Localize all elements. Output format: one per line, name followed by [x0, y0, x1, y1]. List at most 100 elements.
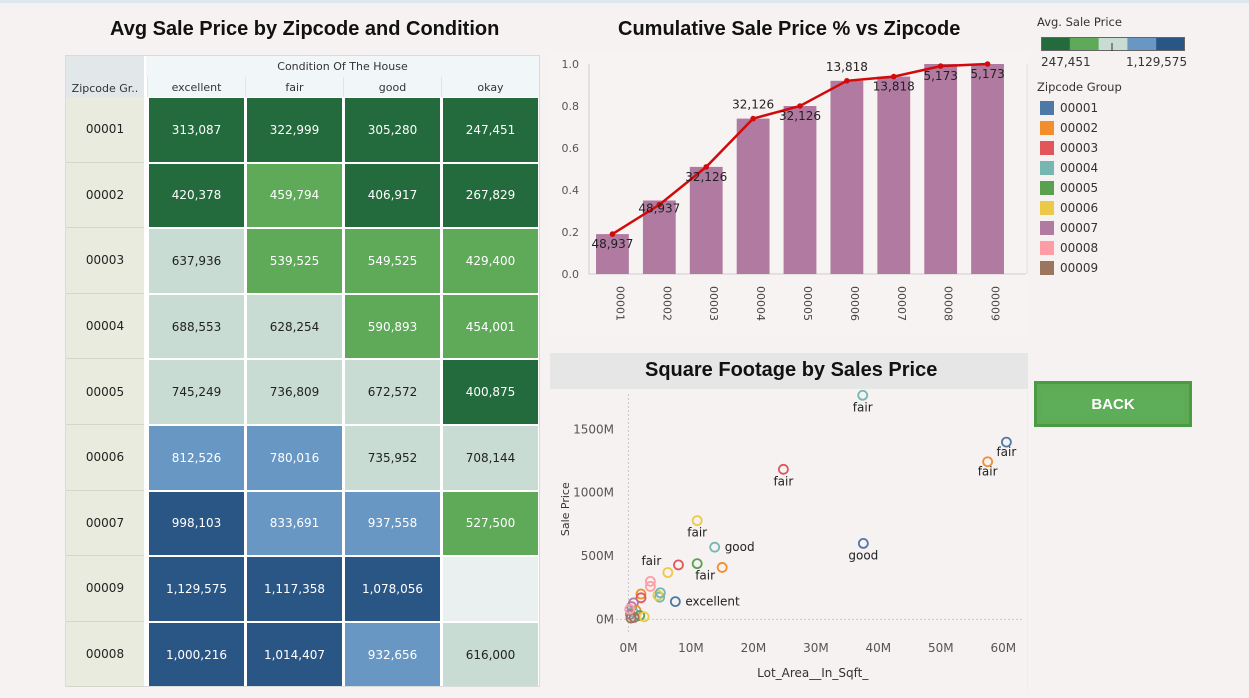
- scatter-point-label: excellent: [685, 595, 740, 609]
- cumulative-data-label: 13,818: [873, 80, 915, 94]
- cumulative-bar: [877, 76, 911, 274]
- scatter-title: Square Footage by Sales Price: [645, 359, 938, 381]
- scatter-point: [635, 592, 647, 604]
- zipcode-header: Zipcode Gr..: [66, 56, 144, 97]
- zip-legend-item[interactable]: 00006: [1040, 200, 1098, 216]
- cumulative-chart-svg: 0.0 0.2 0.4 0.6 0.8 1.0 00001 00002 00003 00004 00…: [562, 58, 1028, 321]
- scatter-point: [709, 541, 721, 553]
- legend-color-step: [1041, 37, 1071, 51]
- scatter-title-bar: [550, 353, 1028, 389]
- zip-legend-swatch: [1040, 221, 1054, 235]
- heatmap-cell: 322,999: [247, 98, 342, 162]
- scatter-point: [691, 515, 703, 526]
- back-button[interactable]: BACK: [1034, 381, 1192, 427]
- zip-legend-item[interactable]: 00005: [1040, 180, 1098, 196]
- cumulative-bar: [924, 64, 958, 274]
- scatter-point: [654, 587, 666, 599]
- heatmap-cell: 267,829: [443, 163, 538, 228]
- zip-legend-item[interactable]: 00007: [1040, 220, 1098, 236]
- zipcode-row-label: 00002: [66, 162, 144, 229]
- heatmap-cell: 628,254: [247, 294, 342, 359]
- zip-legend-label: 00006: [1060, 201, 1099, 215]
- scatter-point: [857, 537, 869, 549]
- scatter-point: [644, 581, 656, 592]
- zip-legend-label: 00007: [1060, 221, 1099, 235]
- scatter-point-label: fair: [773, 474, 793, 488]
- y-tick-label: 1500M: [573, 422, 614, 436]
- x-tick-label: 00009: [989, 286, 1002, 321]
- x-tick-label: 10M: [678, 641, 704, 655]
- heatmap-cell: 688,553: [149, 294, 244, 359]
- x-tick-label: 00005: [801, 286, 814, 321]
- zip-legend-item[interactable]: 00009: [1040, 260, 1098, 276]
- heatmap-cell: 313,087: [149, 98, 244, 162]
- zip-legend-label: 00001: [1060, 101, 1099, 115]
- legend-bar-border: [1041, 37, 1185, 51]
- cumulative-data-label: 48,937: [638, 202, 680, 216]
- x-tick-label: 0M: [619, 641, 637, 655]
- heatmap-cell: 454,001: [443, 294, 538, 359]
- heatmap-cell: 429,400: [443, 229, 538, 293]
- zip-legend-label: 00005: [1060, 181, 1099, 195]
- y-tick-label: 0.6: [562, 142, 580, 155]
- scatter-point: [644, 575, 656, 587]
- zip-legend-swatch: [1040, 161, 1054, 175]
- x-tick-label: 20M: [741, 641, 767, 655]
- scatter-point-label: good: [725, 540, 755, 554]
- cumulative-data-label: 5,173: [970, 67, 1004, 81]
- zip-legend-item[interactable]: 00004: [1040, 160, 1098, 176]
- x-tick-label: 00003: [707, 286, 720, 321]
- x-tick-label: 00008: [942, 286, 955, 321]
- condition-group-header: Condition Of The House: [146, 56, 539, 77]
- x-tick-label: 30M: [803, 641, 829, 655]
- scatter-point: [673, 559, 684, 571]
- cumulative-data-label: 48,937: [591, 237, 633, 251]
- y-tick-label: 0.4: [562, 184, 580, 197]
- zipcode-row-label: 00006: [66, 425, 144, 491]
- scatter-point: [628, 612, 640, 623]
- scatter-point-label: good: [848, 548, 878, 562]
- zip-legend-swatch: [1040, 121, 1054, 135]
- legend-color-step: [1069, 37, 1100, 51]
- zip-legend-item[interactable]: 00001: [1040, 100, 1098, 116]
- scatter-point: [669, 596, 681, 608]
- cumulative-line-point: [703, 164, 710, 170]
- zip-legend-swatch: [1040, 201, 1054, 215]
- cumulative-line-point: [656, 201, 663, 208]
- heatmap-cell: 616,000: [443, 622, 538, 687]
- scatter-point: [652, 589, 664, 601]
- scatter-point-label: fair: [641, 554, 661, 568]
- heatmap-cell: 400,875: [443, 360, 538, 424]
- x-tick-label: 50M: [928, 641, 954, 655]
- heatmap-cell: 932,656: [345, 622, 440, 687]
- zip-legend-label: 00003: [1060, 141, 1099, 155]
- zip-legend-item[interactable]: 00003: [1040, 140, 1098, 156]
- zip-legend-swatch: [1040, 141, 1054, 155]
- heatmap-cell: 1,129,575: [149, 557, 244, 621]
- zipcode-row-label: 00003: [66, 228, 144, 294]
- heatmap-cell: 672,572: [345, 360, 440, 424]
- cumulative-data-label: 5,173: [923, 69, 957, 83]
- cumulative-line-point: [937, 63, 944, 69]
- scatter-point-label: fair: [695, 569, 715, 583]
- zipcode-row-label: 00009: [66, 556, 144, 622]
- cumulative-line-point: [750, 115, 756, 122]
- zip-legend-item[interactable]: 00002: [1040, 120, 1098, 136]
- scatter-point: [716, 562, 728, 573]
- y-tick-label: 0M: [596, 612, 614, 626]
- avg-legend-max: 1,129,575: [1126, 55, 1188, 69]
- heatmap-cell: 305,280: [345, 98, 440, 162]
- heatmap-cell: 459,794: [247, 163, 342, 228]
- condition-column-header: okay: [441, 77, 539, 97]
- heatmap-cell: 780,016: [247, 426, 342, 490]
- cumulative-line-point: [890, 73, 897, 80]
- heatmap-cell: 247,451: [443, 98, 538, 162]
- cumulative-bar: [736, 118, 770, 274]
- x-tick-label: 40M: [866, 641, 892, 655]
- x-tick-label: 00004: [754, 286, 767, 321]
- zip-legend-label: 00008: [1060, 241, 1099, 255]
- zip-legend-item[interactable]: 00008: [1040, 240, 1098, 256]
- scatter-point-label: fair: [996, 445, 1016, 459]
- scatter-point: [624, 603, 636, 615]
- heatmap-cell: 745,249: [149, 360, 244, 424]
